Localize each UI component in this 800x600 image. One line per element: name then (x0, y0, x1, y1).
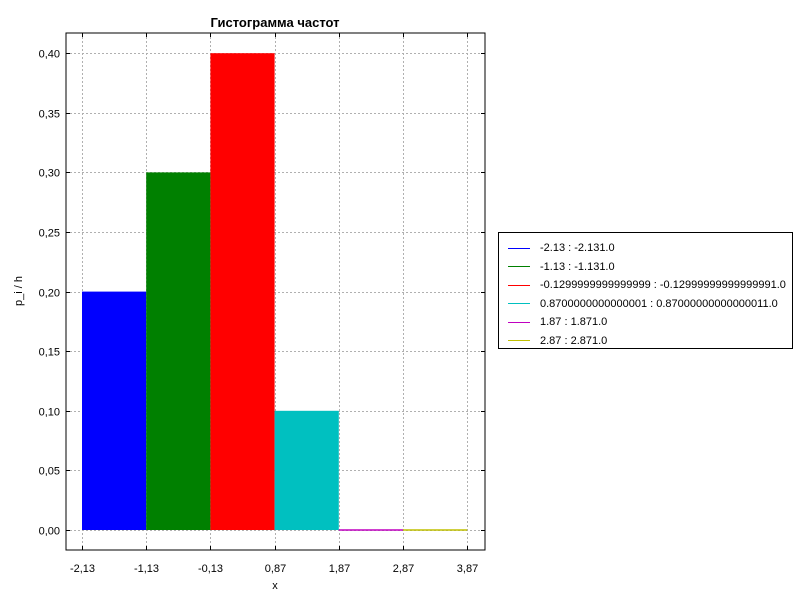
y-tick-label: 0,00 (39, 526, 60, 538)
histogram-bar (274, 410, 339, 530)
legend-item: -0.1299999999999999 : -0.129999999999999… (508, 276, 786, 294)
chart-legend: -2.13 : -2.131.0 -1.13 : -1.131.0 -0.12999… (498, 232, 793, 349)
histogram-bar (146, 172, 211, 530)
x-tick-label: 3,87 (457, 563, 478, 575)
legend-swatch (508, 247, 530, 249)
x-axis-ticks: -2,13 -1,13 -0,13 0,87 1,87 2,87 3,87 (70, 33, 478, 575)
legend-swatch (508, 303, 530, 304)
legend-swatch (508, 321, 530, 323)
x-tick-label: 1,87 (329, 563, 350, 575)
legend-label: -2.13 : -2.131.0 (540, 242, 615, 254)
histogram-bar (82, 291, 147, 530)
legend-label: 0.8700000000000001 : 0.87000000000000011… (540, 297, 778, 310)
y-axis-ticks: 0,00 0,05 0,10 0,15 0,20 0,25 0,30 0,35 0,40 (39, 49, 485, 538)
legend-label: -1.13 : -1.131.0 (540, 260, 615, 273)
legend-item: -1.13 : -1.131.0 (508, 258, 615, 276)
legend-item: 2.87 : 2.871.0 (508, 332, 607, 350)
legend-swatch (508, 340, 530, 341)
y-tick-label: 0,05 (39, 466, 60, 478)
y-tick-label: 0,40 (39, 49, 60, 61)
legend-label: -0.1299999999999999 : -0.129999999999999… (540, 279, 786, 291)
legend-item: -2.13 : -2.131.0 (508, 239, 615, 257)
legend-item: 0.8700000000000001 : 0.87000000000000011… (508, 295, 778, 313)
x-tick-label: 0,87 (265, 563, 286, 575)
legend-item: 1.87 : 1.871.0 (508, 313, 607, 331)
bars-group (82, 53, 468, 531)
legend-swatch (508, 266, 530, 267)
y-tick-label: 0,25 (39, 228, 60, 240)
x-tick-label: -1,13 (134, 563, 159, 575)
y-tick-label: 0,30 (39, 168, 60, 180)
x-axis-label: x (272, 580, 278, 592)
legend-label: 2.87 : 2.871.0 (540, 334, 608, 347)
legend-label: 1.87 : 1.871.0 (540, 316, 608, 328)
x-tick-label: -2,13 (70, 563, 95, 575)
y-tick-label: 0,35 (39, 109, 60, 121)
x-tick-label: -0,13 (198, 563, 223, 575)
y-tick-label: 0,15 (39, 347, 60, 359)
legend-swatch (508, 284, 530, 286)
histogram-bar (210, 53, 275, 530)
y-tick-label: 0,10 (39, 407, 60, 419)
chart-title: Гистограмма частот (210, 15, 339, 30)
y-axis-label: p_i / h (13, 276, 25, 306)
y-tick-label: 0,20 (39, 288, 60, 300)
x-tick-label: 2,87 (393, 563, 414, 575)
